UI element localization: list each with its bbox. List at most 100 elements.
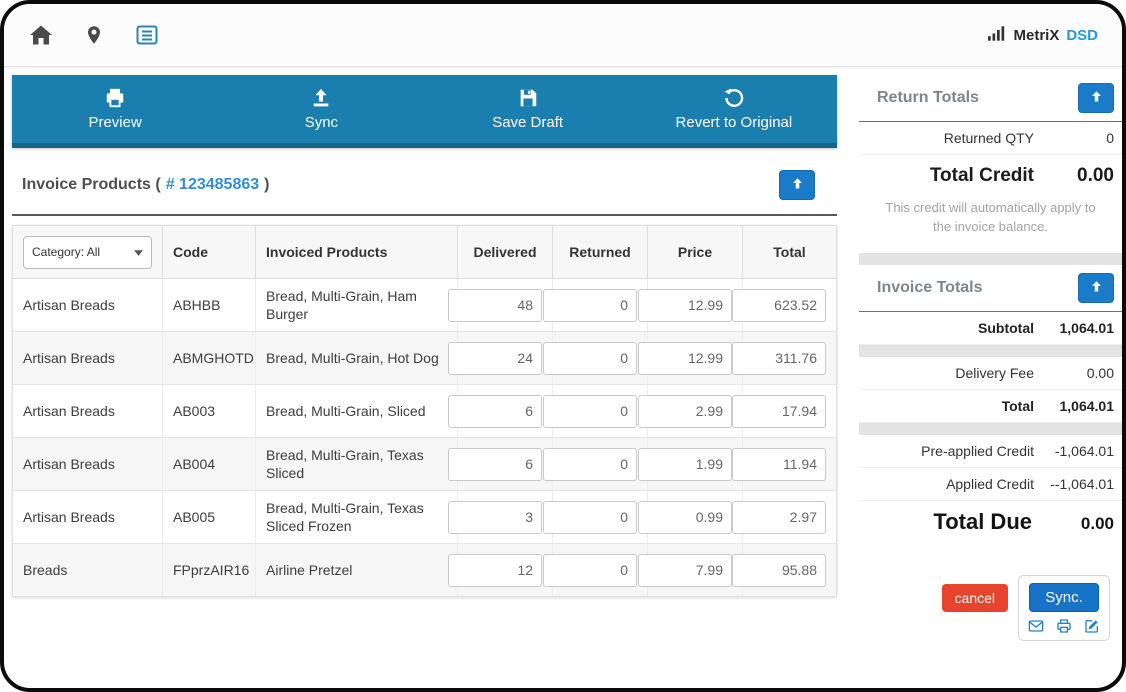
invoice-totals-head: Invoice Totals [859,265,1122,312]
category-filter-label: Category: All [32,244,101,259]
price-input[interactable] [638,341,732,375]
save-draft-label: Save Draft [492,114,564,131]
brand-accent: DSD [1066,26,1098,44]
category-cell: Artisan Breads [13,438,163,491]
returned-cell [543,385,648,438]
invoice-totals-panel: Invoice Totals Subtotal 1,064.01 Deliver… [859,265,1122,545]
price-input[interactable] [638,288,732,322]
sync-toolbar-button[interactable]: Sync [218,75,424,143]
price-cell [638,385,743,438]
page-title: Invoice Products ( # 123485863 ) [22,176,269,194]
returned-input[interactable] [543,288,637,322]
delivered-input[interactable] [448,500,542,534]
delivered-header: Delivered [458,226,553,279]
sync-group: Sync. [1018,574,1110,641]
returned-input[interactable] [543,553,637,587]
list-button[interactable] [134,23,160,47]
returned-input[interactable] [543,447,637,481]
sync-button[interactable]: Sync. [1029,582,1099,612]
category-cell: Artisan Breads [13,385,163,438]
total-input[interactable] [732,500,826,534]
returned-qty-value: 0 [1106,130,1114,146]
total-cell [732,438,836,490]
sidebar: Return Totals Returned QTY 0 Total Credi… [859,75,1122,641]
email-icon [1028,618,1044,634]
code-header: Code [163,226,256,279]
home-button[interactable] [28,23,54,47]
collapse-invoice-products-button[interactable] [779,169,815,200]
product-cell: Bread, Multi-Grain, Texas Sliced Frozen [256,491,458,544]
price-input[interactable] [638,394,732,428]
toolbar: Preview Sync [12,75,837,148]
returned-cell [543,332,648,385]
return-totals-title: Return Totals [877,89,979,106]
applied-credit-row: Applied Credit --1,064.01 [859,468,1122,501]
code-cell: AB005 [163,491,256,544]
delivered-cell [448,332,553,385]
delivered-cell [448,491,553,544]
category-filter-select[interactable]: Category: All [23,235,152,269]
list-icon [134,23,160,47]
returned-cell [543,438,648,491]
panel-divider [859,252,1122,265]
arrow-up-icon [1089,89,1104,107]
home-icon [28,23,54,47]
delivery-fee-value: 0.00 [1086,364,1114,381]
total-row: Total 1,064.01 [859,390,1122,423]
total-input[interactable] [732,553,826,587]
price-cell [638,544,743,597]
edit-button[interactable] [1084,618,1100,634]
total-due-value: 0.00 [1080,513,1114,533]
location-button[interactable] [84,23,104,47]
total-input[interactable] [732,447,826,481]
save-draft-button[interactable]: Save Draft [425,75,631,143]
price-header: Price [648,226,743,279]
delivered-input[interactable] [448,288,542,322]
print-icon [1056,618,1072,634]
price-input[interactable] [638,447,732,481]
table-row: Artisan Breads AB004 Bread, Multi-Grain,… [13,438,836,492]
product-cell: Bread, Multi-Grain, Sliced [256,385,458,438]
total-cell [732,385,836,437]
price-cell [638,438,743,491]
delivered-input[interactable] [448,341,542,375]
returned-cell [543,544,648,597]
arrow-up-icon [1089,279,1104,297]
returned-input[interactable] [543,500,637,534]
price-input[interactable] [638,500,732,534]
returned-cell [543,279,648,332]
cancel-button[interactable]: cancel [941,583,1008,612]
invoice-title-suffix: ) [264,175,270,193]
price-input[interactable] [638,553,732,587]
product-cell: Airline Pretzel [256,544,458,597]
total-cell [732,544,836,596]
product-cell: Bread, Multi-Grain, Hot Dog [256,332,458,385]
pre-applied-credit-value: -1,064.01 [1054,442,1114,459]
total-input[interactable] [732,394,826,428]
delivered-input[interactable] [448,447,542,481]
applied-credit-value: --1,064.01 [1050,475,1114,492]
sync-options [1028,618,1100,634]
preview-button[interactable]: Preview [12,75,218,143]
invoice-number[interactable]: # 123485863 [165,175,260,193]
subtotal-row: Subtotal 1,064.01 [859,312,1122,345]
total-cell [732,332,836,384]
delivered-input[interactable] [448,394,542,428]
returned-input[interactable] [543,341,637,375]
category-header-cell: Category: All [13,226,163,279]
category-cell: Artisan Breads [13,491,163,544]
delivered-input[interactable] [448,553,542,587]
email-button[interactable] [1028,618,1044,634]
print-button[interactable] [1056,618,1072,634]
total-input[interactable] [732,288,826,322]
returned-input[interactable] [543,394,637,428]
table-row: Artisan Breads AB003 Bread, Multi-Grain,… [13,385,836,439]
revert-label: Revert to Original [675,114,793,131]
price-cell [638,491,743,544]
total-input[interactable] [732,341,826,375]
revert-button[interactable]: Revert to Original [631,75,837,143]
edit-icon [1084,618,1100,634]
collapse-return-totals-button[interactable] [1078,83,1114,113]
code-cell: AB003 [163,385,256,438]
collapse-invoice-totals-button[interactable] [1078,272,1114,303]
